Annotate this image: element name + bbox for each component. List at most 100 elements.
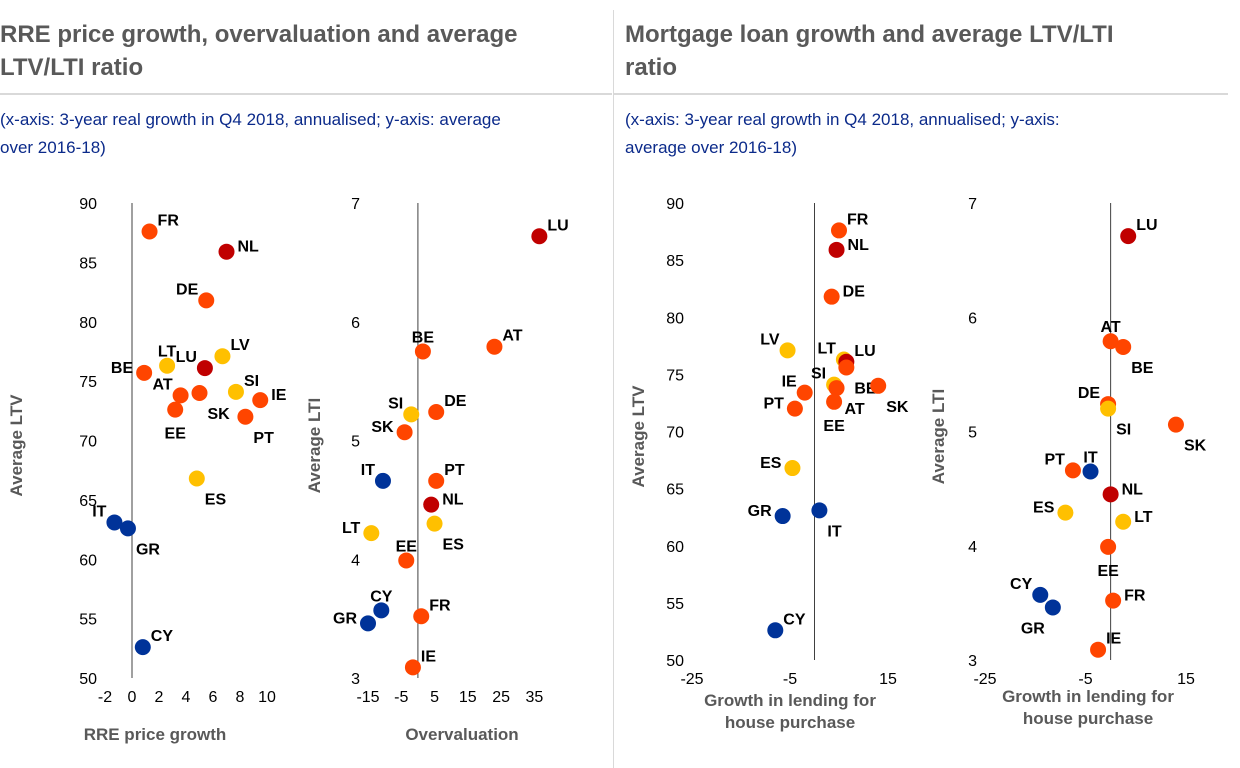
point-label-lt: LT: [342, 520, 361, 537]
x-tick-label: -25: [973, 671, 996, 688]
x-axis-label: Growth in lending for house purchase: [1002, 687, 1174, 728]
point-lt: [1115, 513, 1132, 530]
point-it: [811, 502, 828, 519]
point-label-de: DE: [444, 393, 467, 410]
point-fr: [831, 222, 847, 239]
panel-2-subtitle-line1: (x-axis: 3-year real growth in Q4 2018, …: [625, 110, 1060, 129]
panel-2-subtitle: (x-axis: 3-year real growth in Q4 2018, …: [625, 106, 1060, 162]
point-at: [1102, 333, 1119, 350]
point-ee: [1100, 538, 1117, 555]
x-tick-label: -25: [680, 671, 703, 688]
y-tick-label: 70: [666, 425, 684, 442]
x-tick-label: 25: [492, 689, 510, 706]
x-tick-label: 15: [459, 689, 477, 706]
point-gr: [119, 520, 136, 537]
y-tick-label: 80: [79, 315, 97, 332]
panel-2-title-line2: ratio: [625, 54, 678, 81]
point-label-nl: NL: [848, 237, 870, 254]
point-label-gr: GR: [136, 541, 160, 558]
point-ie: [796, 384, 813, 401]
point-gr: [360, 615, 376, 632]
point-label-pt: PT: [444, 462, 465, 479]
y-tick-label: 3: [968, 653, 977, 670]
x-tick-label: 15: [879, 671, 897, 688]
x-tick-label: -2: [98, 689, 112, 706]
point-label-gr: GR: [1021, 620, 1045, 637]
x-tick-label: 8: [236, 689, 245, 706]
y-tick-label: 60: [79, 552, 97, 569]
point-label-pt: PT: [1044, 451, 1065, 468]
point-at: [486, 338, 503, 355]
point-lu: [1120, 228, 1137, 245]
y-axis-label: Average LTV: [629, 385, 648, 488]
point-lv: [214, 348, 231, 365]
y-tick-label: 90: [79, 196, 97, 213]
y-tick-label: 7: [968, 196, 977, 213]
point-label-de: DE: [176, 281, 199, 298]
y-tick-label: 3: [351, 671, 360, 688]
point-be: [1115, 338, 1132, 355]
x-axis-label: Overvaluation: [405, 725, 518, 744]
point-nl: [1102, 486, 1119, 503]
point-label-sk: SK: [371, 419, 394, 436]
y-tick-label: 5: [968, 425, 977, 442]
point-label-sk: SK: [1184, 438, 1207, 455]
point-lt: [363, 525, 380, 542]
y-tick-label: 80: [666, 310, 684, 327]
point-label-be: BE: [111, 360, 134, 377]
y-axis-label: Average LTV: [7, 394, 26, 497]
point-sk: [1167, 416, 1184, 433]
point-label-it: IT: [827, 523, 841, 540]
point-be: [136, 364, 153, 381]
x-tick-label: -5: [394, 689, 408, 706]
point-ie: [1090, 641, 1107, 658]
point-lu: [196, 360, 213, 377]
panel-2-title-line1: Mortgage loan growth and average LTV/LTI: [625, 21, 1114, 48]
point-si: [227, 383, 244, 400]
point-label-es: ES: [760, 455, 782, 472]
point-at: [828, 380, 845, 397]
y-tick-label: 65: [666, 482, 684, 499]
panel-2-divider: [614, 93, 1228, 95]
point-fr: [413, 608, 430, 625]
point-cy: [767, 622, 784, 639]
point-lv: [779, 342, 796, 359]
y-tick-label: 70: [79, 434, 97, 451]
point-pt: [1064, 462, 1081, 479]
x-axis-label-line: house purchase: [1023, 709, 1153, 728]
y-tick-label: 50: [666, 653, 684, 670]
point-label-es: ES: [1033, 500, 1055, 517]
y-axis-label: Average LTI: [305, 398, 324, 493]
x-tick-label: 6: [209, 689, 218, 706]
point-label-nl: NL: [442, 492, 464, 509]
y-tick-label: 6: [968, 310, 977, 327]
point-es: [188, 470, 205, 487]
point-cy: [373, 602, 390, 619]
point-label-fr: FR: [1124, 588, 1146, 605]
y-tick-label: 85: [79, 255, 97, 272]
y-tick-label: 90: [666, 196, 684, 213]
point-label-it: IT: [1083, 449, 1097, 466]
chart-2: 3 4 5 6 7 -15 -5 5 15 25 35 Overvaluation Average LT…: [305, 196, 569, 744]
point-pt: [428, 472, 445, 489]
y-tick-label: 65: [79, 493, 97, 510]
point-si: [403, 406, 420, 423]
point-label-lv: LV: [230, 337, 250, 354]
point-pt: [786, 400, 803, 417]
point-sk: [396, 424, 413, 441]
point-label-cy: CY: [783, 611, 806, 628]
x-axis-label-line: Growth in lending for: [1002, 687, 1174, 706]
x-tick-label: -5: [783, 671, 797, 688]
point-label-ie: IE: [782, 374, 797, 391]
point-label-lt: LT: [158, 344, 177, 361]
point-it: [374, 472, 391, 489]
point-ie: [252, 392, 269, 409]
point-label-at: AT: [152, 376, 172, 393]
point-label-si: SI: [1116, 422, 1131, 439]
point-be: [838, 359, 855, 376]
point-it: [106, 514, 123, 531]
point-si: [1100, 400, 1117, 417]
point-lu: [531, 228, 548, 245]
point-es: [426, 515, 443, 532]
